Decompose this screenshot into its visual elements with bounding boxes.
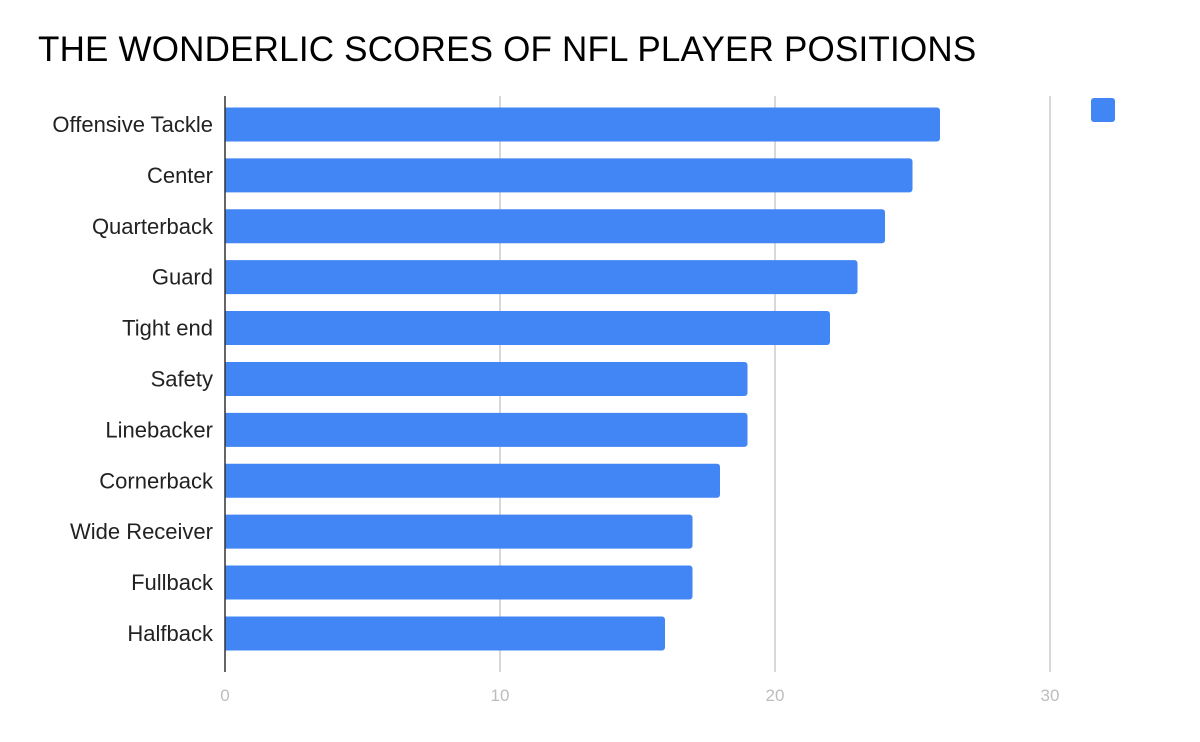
bar-tight-end (225, 311, 830, 346)
category-label: Guard (152, 265, 213, 290)
bar-safety (225, 361, 748, 396)
x-tick-labels: 0 10 20 30 (220, 686, 1059, 705)
category-label: Linebacker (105, 417, 213, 442)
x-tick-label: 10 (491, 686, 510, 705)
bar-linebacker (225, 412, 748, 447)
category-label: Wide Receiver (70, 519, 213, 544)
bar-guard (225, 260, 858, 295)
category-label: Offensive Tackle (52, 112, 213, 137)
category-label: Safety (151, 366, 213, 391)
bar-offensive-tackle (225, 107, 940, 142)
category-label: Tight end (122, 316, 213, 341)
bar-fullback (225, 565, 693, 600)
category-label: Center (147, 163, 213, 188)
category-label: Quarterback (92, 214, 214, 239)
bar-center (225, 158, 913, 193)
bar-cornerback (225, 463, 720, 498)
x-tick-label: 0 (220, 686, 229, 705)
bars (225, 107, 940, 651)
bar-halfback (225, 616, 665, 651)
category-labels: Offensive Tackle Center Quarterback Guard Ti… (52, 112, 214, 646)
bar-wide-receiver (225, 514, 693, 549)
chart-title: THE WONDERLIC SCORES OF NFL PLAYER POSIT… (38, 30, 977, 69)
legend (1091, 98, 1115, 122)
category-label: Halfback (127, 621, 214, 646)
category-label: Fullback (131, 570, 214, 595)
bar-quarterback (225, 209, 885, 244)
legend-swatch (1091, 98, 1115, 122)
x-tick-label: 20 (766, 686, 785, 705)
category-label: Cornerback (99, 468, 214, 493)
x-tick-label: 30 (1041, 686, 1060, 705)
